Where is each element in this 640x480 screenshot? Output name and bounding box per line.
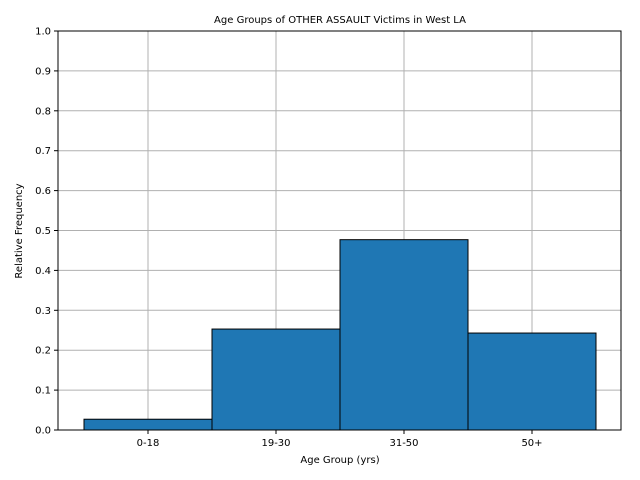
x-axis-label: Age Group (yrs) <box>300 455 379 466</box>
y-tick-label: 0.8 <box>35 106 51 117</box>
y-tick-label: 0.2 <box>35 346 51 357</box>
bar <box>339 239 469 431</box>
y-tick-label: 0.9 <box>35 66 51 77</box>
bars <box>83 239 597 431</box>
x-tick-label: 50+ <box>521 438 542 449</box>
y-tick-label: 0.1 <box>35 386 51 397</box>
x-tick-label: 0-18 <box>137 438 160 449</box>
bar <box>467 332 597 431</box>
x-tick-label: 31-50 <box>389 438 418 449</box>
y-tick-label: 0.7 <box>35 146 51 157</box>
y-axis-ticks: 0.0 0.1 0.2 0.3 0.4 0.5 0.6 0.7 0.8 0.9 1.0 <box>35 27 58 437</box>
y-tick-label: 0.3 <box>35 306 51 317</box>
y-tick-label: 0.4 <box>35 266 51 277</box>
y-tick-label: 1.0 <box>35 27 51 38</box>
y-tick-label: 0.5 <box>35 226 51 237</box>
y-axis-label: Relative Frequency <box>14 183 25 278</box>
bar <box>83 418 213 431</box>
x-tick-label: 19-30 <box>261 438 290 449</box>
bar <box>211 328 341 431</box>
y-tick-label: 0.0 <box>35 426 51 437</box>
y-tick-label: 0.6 <box>35 186 51 197</box>
chart-title: Age Groups of OTHER ASSAULT Victims in W… <box>214 15 466 26</box>
x-axis-ticks: 0-18 19-30 31-50 50+ <box>137 430 543 449</box>
